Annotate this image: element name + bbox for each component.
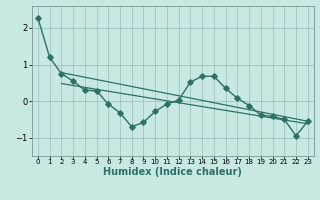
X-axis label: Humidex (Indice chaleur): Humidex (Indice chaleur) (103, 167, 242, 177)
